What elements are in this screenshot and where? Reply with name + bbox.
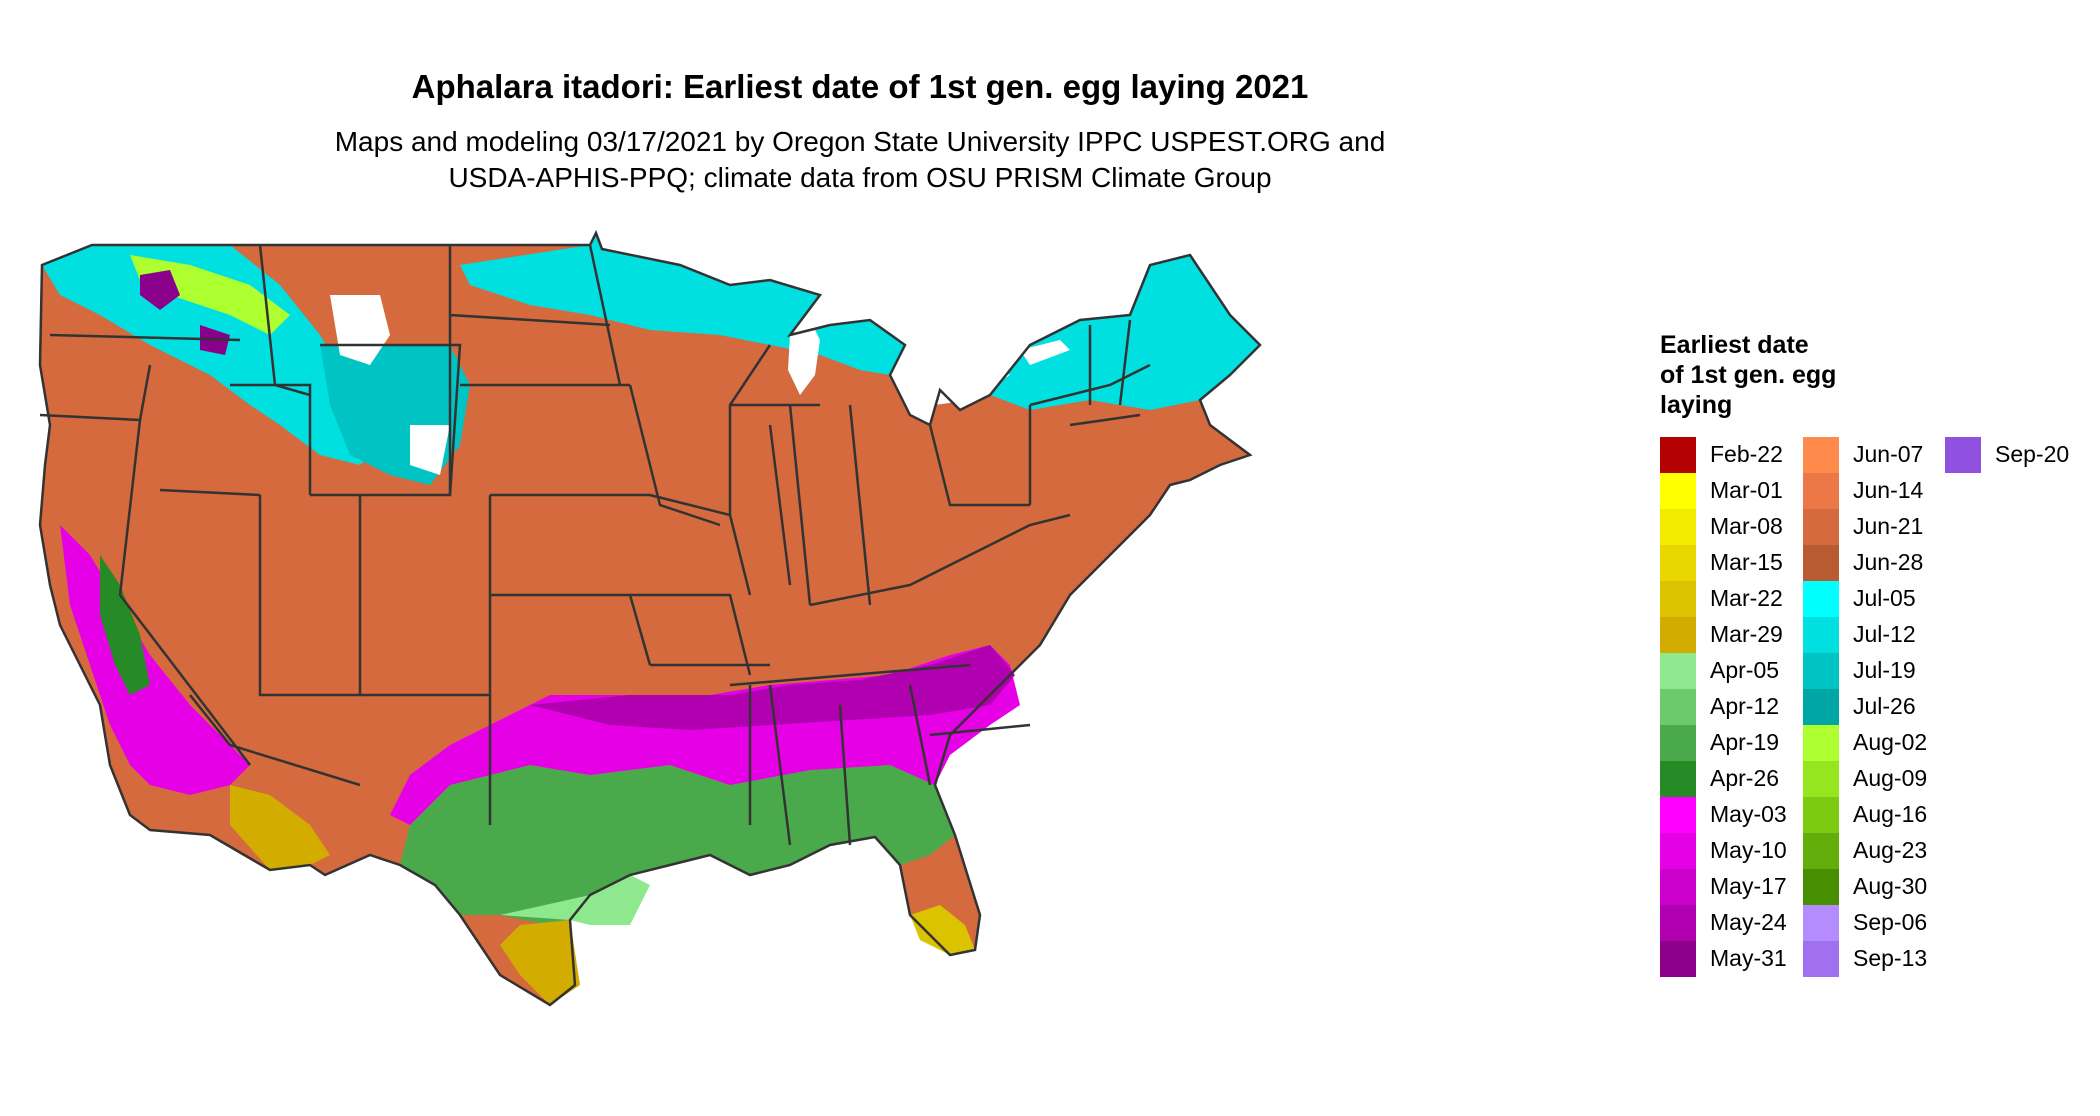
legend-label: Mar-22 bbox=[1710, 585, 1783, 611]
legend-swatch bbox=[1660, 617, 1696, 653]
legend-label: Aug-30 bbox=[1853, 873, 1928, 899]
legend-label: Sep-13 bbox=[1853, 945, 1928, 971]
legend-swatch bbox=[1803, 761, 1839, 797]
state-borders bbox=[38, 229, 1262, 1007]
legend-swatch bbox=[1660, 869, 1696, 905]
legend-swatch bbox=[1803, 941, 1839, 977]
legend-label: Aug-16 bbox=[1853, 801, 1928, 827]
legend-label: Aug-09 bbox=[1853, 765, 1928, 791]
region-apr-light bbox=[500, 875, 650, 925]
map-subtitle-line-1: Maps and modeling 03/17/2021 by Oregon S… bbox=[334, 126, 1386, 157]
legend-swatch bbox=[1660, 941, 1696, 977]
legend-swatch bbox=[1660, 473, 1696, 509]
legend-label: Mar-01 bbox=[1710, 477, 1783, 503]
legend-swatch bbox=[1660, 653, 1696, 689]
legend-swatch bbox=[1660, 761, 1696, 797]
legend-swatch bbox=[1803, 509, 1839, 545]
legend-label: Jun-14 bbox=[1853, 477, 1924, 503]
legend-swatch bbox=[1660, 509, 1696, 545]
legend-label: Mar-15 bbox=[1710, 549, 1783, 575]
legend-swatch bbox=[1803, 725, 1839, 761]
legend-title-line-3: laying bbox=[1660, 391, 1733, 419]
region-mar-florida bbox=[910, 905, 975, 955]
legend-label: Feb-22 bbox=[1710, 441, 1783, 467]
legend-swatch bbox=[1660, 725, 1696, 761]
legend-label: Apr-05 bbox=[1710, 657, 1780, 683]
legend-label: Jun-07 bbox=[1853, 441, 1924, 467]
legend-swatch bbox=[1660, 833, 1696, 869]
legend-swatch bbox=[1803, 653, 1839, 689]
legend-label: Aug-23 bbox=[1853, 837, 1928, 863]
us-map bbox=[38, 229, 1262, 1007]
legend-swatch bbox=[1803, 437, 1839, 473]
legend-label: Mar-08 bbox=[1710, 513, 1783, 539]
legend-swatch bbox=[1660, 797, 1696, 833]
region-az-yellow bbox=[230, 785, 330, 870]
legend-label: Jul-12 bbox=[1853, 621, 1916, 647]
legend-swatch bbox=[1803, 833, 1839, 869]
region-mountain-white bbox=[330, 295, 450, 475]
legend-swatch bbox=[1660, 437, 1696, 473]
legend-label: Jul-05 bbox=[1853, 585, 1916, 611]
legend-swatch bbox=[1803, 581, 1839, 617]
legend-swatch bbox=[1660, 581, 1696, 617]
legend-swatch bbox=[1803, 689, 1839, 725]
legend-label: May-31 bbox=[1710, 945, 1787, 971]
legend-label: May-17 bbox=[1710, 873, 1787, 899]
region-may-dark bbox=[530, 645, 1015, 730]
region-ca-green bbox=[100, 555, 150, 695]
region-apr bbox=[400, 765, 955, 925]
legend-label: Jul-26 bbox=[1853, 693, 1916, 719]
legend-label: Jul-19 bbox=[1853, 657, 1916, 683]
region-jul-west bbox=[42, 245, 390, 465]
legend-title: Earliest date of 1st gen. egg laying bbox=[1660, 330, 1920, 420]
legend-title-line-1: Earliest date bbox=[1660, 331, 1809, 359]
legend-label: Apr-19 bbox=[1710, 729, 1780, 755]
legend-swatch bbox=[1660, 545, 1696, 581]
legend-swatch bbox=[1803, 545, 1839, 581]
lake-ontario bbox=[1020, 340, 1070, 365]
legend-swatch bbox=[1945, 437, 1981, 473]
map-subtitle-line-2: USDA-APHIS-PPQ; climate data from OSU PR… bbox=[448, 162, 1272, 193]
legend-label: Mar-29 bbox=[1710, 621, 1783, 647]
legend-label: Aug-02 bbox=[1853, 729, 1928, 755]
legend-label: Jun-21 bbox=[1853, 513, 1924, 539]
legend-swatch bbox=[1803, 473, 1839, 509]
legend-label: May-03 bbox=[1710, 801, 1787, 827]
legend-title-line-2: of 1st gen. egg bbox=[1660, 361, 1837, 389]
legend-swatch bbox=[1660, 905, 1696, 941]
lake-erie bbox=[930, 365, 1010, 405]
legend-label: Apr-12 bbox=[1710, 693, 1780, 719]
region-mar-texas bbox=[500, 920, 580, 1005]
legend-label: Sep-20 bbox=[1995, 441, 2070, 467]
legend-label: Sep-06 bbox=[1853, 909, 1928, 935]
map-title: Aphalara itadori: Earliest date of 1st g… bbox=[411, 68, 1309, 105]
legend-swatch bbox=[1803, 797, 1839, 833]
legend-label: May-10 bbox=[1710, 837, 1787, 863]
legend-swatch bbox=[1803, 617, 1839, 653]
legend-swatch bbox=[1803, 869, 1839, 905]
legend-label: Apr-26 bbox=[1710, 765, 1780, 791]
legend-swatch bbox=[1660, 689, 1696, 725]
legend-swatch bbox=[1803, 905, 1839, 941]
region-jul-northeast bbox=[990, 255, 1260, 410]
legend-label: Jun-28 bbox=[1853, 549, 1924, 575]
lake-michigan bbox=[788, 320, 820, 395]
region-may-wa bbox=[140, 270, 230, 355]
legend-label: May-24 bbox=[1710, 909, 1787, 935]
